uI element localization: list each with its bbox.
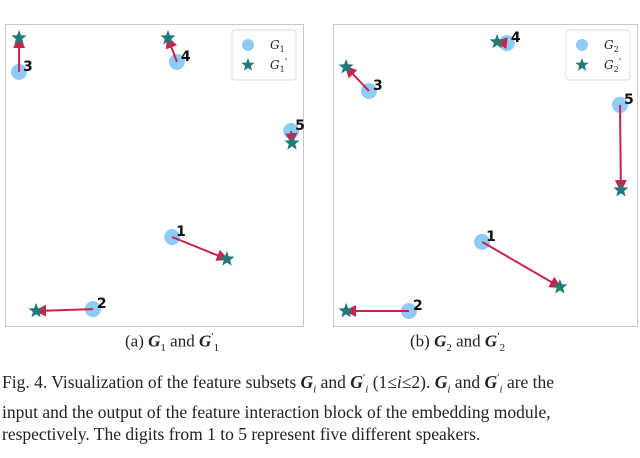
legend [231, 29, 297, 81]
speaker-label-3: 3 [23, 59, 33, 75]
figure-caption: Fig. 4. Visualization of the feature sub… [2, 367, 640, 446]
subcaption-a: (a) G1 and G′1 [125, 331, 220, 355]
point-gprime-3 [338, 59, 354, 74]
speaker-label-4: 4 [511, 30, 521, 46]
speaker-label-2: 2 [97, 296, 107, 312]
legend-star-icon [241, 58, 255, 71]
speaker-label-3: 3 [373, 78, 383, 94]
point-g-2 [400, 302, 417, 319]
point-gprime-1 [219, 251, 235, 266]
speaker-label-1: 1 [176, 224, 186, 240]
legend [565, 29, 631, 81]
caption-line-1: Fig. 4. Visualization of the feature sub… [2, 371, 555, 396]
caption-line-2: input and the output of the feature inte… [2, 401, 551, 422]
point-gprime-5 [613, 182, 629, 197]
speaker-label-2: 2 [413, 298, 423, 314]
legend-circle-icon [242, 39, 254, 51]
subcaption-b: (b) G2 and G′2 [410, 331, 506, 355]
legend-star-icon [575, 58, 589, 71]
point-gprime-4 [489, 33, 505, 49]
point-gprime-5 [284, 135, 300, 150]
point-gprime-4 [160, 29, 176, 45]
speaker-label-5: 5 [295, 118, 304, 134]
arrow-1 [171, 236, 229, 261]
point-gprime-3 [11, 29, 27, 45]
arrow-2 [34, 304, 93, 317]
point-gprime-2 [338, 302, 354, 318]
speaker-label-4: 4 [181, 49, 191, 65]
point-gprime-2 [28, 302, 44, 318]
point-gprime-1 [552, 279, 568, 294]
legend-label-1: G1' [270, 58, 287, 74]
speaker-label-5: 5 [624, 92, 634, 108]
legend-circle-icon [576, 39, 588, 51]
caption-line-3: respectively. The digits from 1 to 5 rep… [2, 424, 481, 445]
arrow-1 [481, 240, 562, 289]
speaker-label-1: 1 [486, 229, 496, 245]
arrow-5 [614, 104, 627, 193]
legend-label-1: G2' [604, 58, 621, 74]
